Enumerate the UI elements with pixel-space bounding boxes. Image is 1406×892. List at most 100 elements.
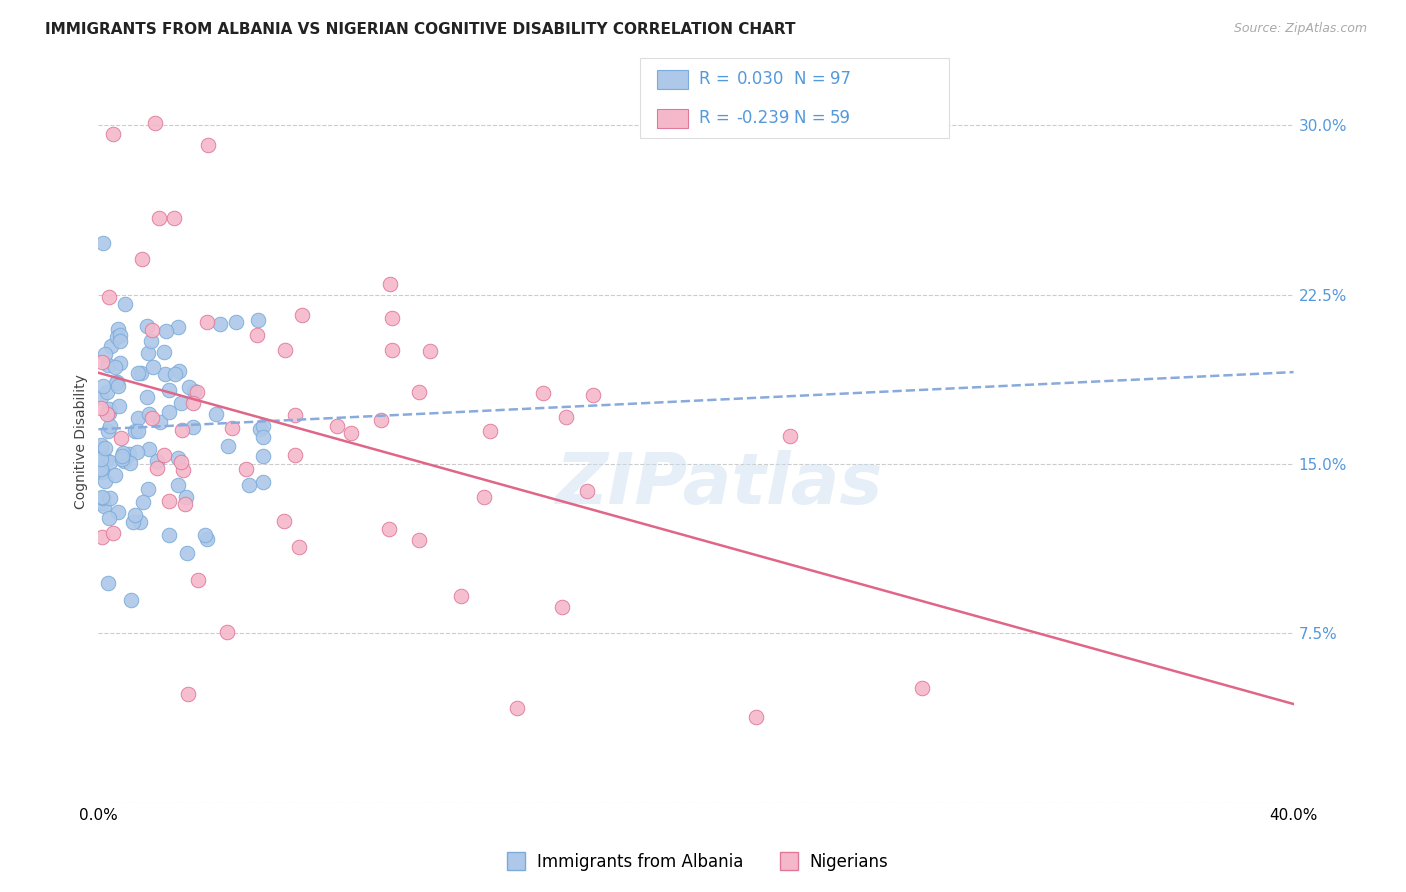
- Point: [450, 589, 472, 603]
- Point: [129, 515, 152, 529]
- Point: [163, 211, 186, 226]
- Point: [247, 313, 270, 327]
- Point: [172, 463, 194, 477]
- Point: [176, 546, 198, 560]
- Point: [118, 456, 141, 470]
- Point: [181, 420, 204, 434]
- Point: [108, 327, 131, 342]
- Point: [96, 407, 118, 421]
- Point: [108, 334, 131, 348]
- Point: [238, 478, 260, 492]
- Point: [157, 494, 180, 508]
- Point: [96, 358, 118, 372]
- Point: [408, 384, 430, 399]
- Point: [90, 390, 112, 404]
- Point: [187, 574, 209, 588]
- Point: [136, 482, 159, 496]
- Text: 59: 59: [830, 109, 851, 127]
- Point: [142, 359, 165, 374]
- Point: [339, 425, 361, 440]
- Point: [153, 367, 176, 381]
- Point: [105, 330, 128, 344]
- Point: [91, 496, 114, 510]
- Text: -0.239: -0.239: [737, 109, 790, 127]
- Point: [157, 383, 180, 397]
- Point: [90, 401, 112, 415]
- Point: [288, 540, 311, 554]
- Point: [91, 379, 114, 393]
- Point: [90, 442, 112, 456]
- Y-axis label: Cognitive Disability: Cognitive Disability: [75, 374, 89, 509]
- Point: [174, 490, 197, 504]
- Point: [378, 277, 401, 291]
- Point: [101, 526, 124, 541]
- Point: [479, 424, 502, 438]
- Point: [91, 354, 114, 368]
- Point: [252, 450, 274, 464]
- Point: [114, 297, 136, 311]
- Point: [110, 431, 132, 445]
- Point: [107, 505, 129, 519]
- Point: [326, 418, 349, 433]
- Point: [90, 438, 112, 452]
- Text: 97: 97: [830, 70, 851, 87]
- Text: Source: ZipAtlas.com: Source: ZipAtlas.com: [1233, 22, 1367, 36]
- Point: [132, 494, 155, 508]
- Point: [107, 400, 129, 414]
- Point: [90, 466, 112, 480]
- Point: [283, 448, 305, 462]
- Text: 0.030: 0.030: [737, 70, 785, 87]
- Point: [111, 446, 134, 460]
- Point: [90, 452, 112, 467]
- Point: [221, 421, 243, 435]
- Point: [153, 344, 176, 359]
- Point: [911, 681, 934, 696]
- Point: [124, 508, 146, 522]
- Point: [146, 454, 169, 468]
- Point: [129, 367, 152, 381]
- Point: [381, 343, 404, 358]
- Point: [131, 252, 153, 266]
- Point: [127, 410, 149, 425]
- Point: [249, 422, 271, 436]
- Point: [506, 701, 529, 715]
- Point: [135, 390, 157, 404]
- Point: [408, 533, 430, 548]
- Point: [127, 424, 149, 438]
- Point: [235, 461, 257, 475]
- Point: [146, 461, 169, 475]
- Point: [97, 575, 120, 590]
- Point: [291, 308, 314, 322]
- Point: [377, 522, 399, 536]
- Point: [127, 445, 149, 459]
- Point: [531, 386, 554, 401]
- Point: [94, 347, 117, 361]
- Point: [127, 367, 149, 381]
- Point: [575, 484, 598, 499]
- Text: N =: N =: [794, 70, 831, 87]
- Point: [141, 411, 163, 425]
- Point: [139, 334, 162, 349]
- Point: [98, 406, 121, 420]
- Point: [172, 423, 194, 437]
- Point: [120, 592, 142, 607]
- Point: [284, 408, 307, 422]
- Point: [100, 454, 122, 468]
- Text: ZIPatlas: ZIPatlas: [557, 450, 883, 519]
- Point: [104, 359, 127, 374]
- Point: [124, 424, 146, 438]
- Point: [111, 451, 134, 466]
- Point: [472, 490, 495, 504]
- Text: R =: R =: [699, 109, 735, 127]
- Point: [98, 510, 121, 524]
- Point: [554, 410, 576, 425]
- Point: [181, 396, 204, 410]
- Point: [252, 475, 274, 490]
- Point: [551, 599, 574, 614]
- Point: [96, 385, 118, 400]
- Point: [93, 491, 115, 505]
- Point: [779, 429, 801, 443]
- Point: [136, 318, 159, 333]
- Point: [149, 415, 172, 429]
- Point: [166, 320, 188, 334]
